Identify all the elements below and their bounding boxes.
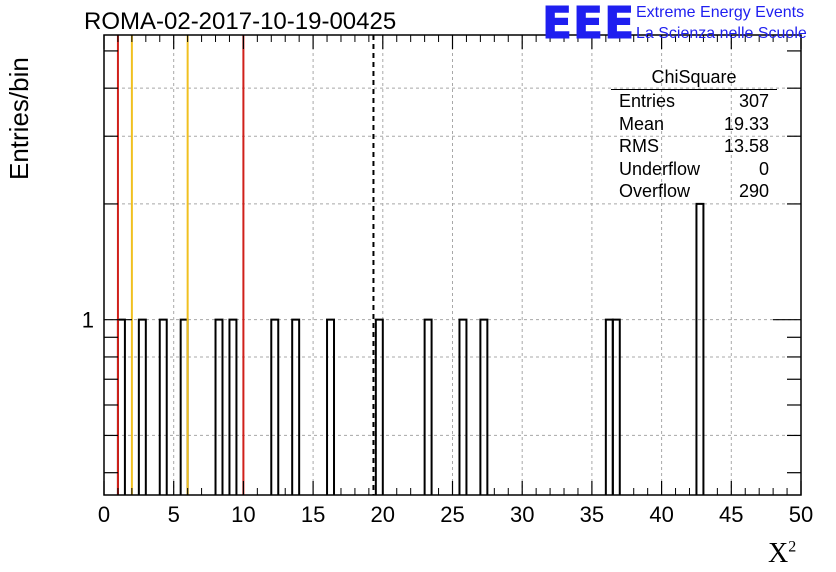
x-tick-label: 0 bbox=[98, 502, 110, 527]
eee-logo: EEE bbox=[541, 0, 636, 49]
histogram-bin bbox=[604, 318, 614, 495]
stats-row-overflow: Overflow 290 bbox=[611, 180, 777, 203]
x-axis-label-superscript: 2 bbox=[788, 538, 797, 556]
histogram-bin bbox=[116, 318, 126, 495]
stats-row-rms: RMS 13.58 bbox=[611, 135, 777, 158]
x-tick-label: 15 bbox=[301, 502, 325, 527]
x-tick-label: 45 bbox=[719, 502, 743, 527]
x-tick-label: 30 bbox=[510, 502, 534, 527]
histogram-bin bbox=[374, 318, 384, 495]
stats-row-mean: Mean 19.33 bbox=[611, 113, 777, 136]
histogram-bin bbox=[228, 318, 238, 495]
histogram-bin bbox=[458, 318, 468, 495]
marker-lines bbox=[116, 35, 375, 495]
histogram-bin bbox=[137, 318, 147, 495]
histogram-bin bbox=[179, 318, 189, 495]
x-tick-label: 50 bbox=[789, 502, 813, 527]
x-tick-label: 25 bbox=[440, 502, 464, 527]
stats-label: Underflow bbox=[619, 158, 701, 179]
stats-box: ChiSquare Entries 307 Mean 19.33 RMS 13.58 … bbox=[611, 66, 777, 203]
y-axis-label: Entries/bin bbox=[4, 57, 34, 180]
stats-row-entries: Entries 307 bbox=[611, 90, 777, 113]
histogram-bin bbox=[326, 318, 336, 495]
histogram-bin bbox=[158, 318, 168, 495]
axis-ticks bbox=[103, 35, 802, 495]
x-tick-label: 20 bbox=[371, 502, 395, 527]
y-tick-label: 1 bbox=[82, 308, 94, 333]
x-tick-label: 5 bbox=[168, 502, 180, 527]
histogram-bin bbox=[270, 318, 280, 495]
stats-value: 0 bbox=[758, 158, 769, 179]
x-tick-label: 35 bbox=[580, 502, 604, 527]
x-tick-label: 10 bbox=[231, 502, 255, 527]
histogram-bin bbox=[423, 318, 433, 495]
x-axis-label-main: X bbox=[768, 538, 789, 569]
histogram-bin bbox=[611, 318, 621, 495]
stats-value: 290 bbox=[738, 181, 769, 202]
histogram-bin bbox=[214, 318, 224, 495]
histogram-bars bbox=[116, 202, 705, 495]
stats-row-underflow: Underflow 0 bbox=[611, 158, 777, 181]
stats-title: ChiSquare bbox=[611, 66, 777, 90]
tick-labels: 0 5 10 15 20 25 30 35 40 45 50 1 bbox=[82, 308, 813, 527]
x-axis-label: X2 bbox=[768, 538, 796, 570]
histogram-bin bbox=[479, 318, 489, 495]
logo-line-2: La Scienza nelle Scuole bbox=[636, 25, 807, 42]
stats-label: RMS bbox=[619, 136, 659, 157]
x-tick-label: 40 bbox=[649, 502, 673, 527]
stats-label: Mean bbox=[619, 113, 665, 134]
stats-value: 13.58 bbox=[723, 136, 769, 157]
stats-value: 307 bbox=[738, 91, 769, 111]
stats-value: 19.33 bbox=[723, 113, 769, 134]
stats-label: Overflow bbox=[619, 181, 691, 202]
histogram-bin bbox=[291, 318, 301, 495]
logo-line-1: Extreme Energy Events bbox=[636, 4, 805, 21]
plot-title: ROMA-02-2017-10-19-00425 bbox=[84, 8, 397, 35]
histogram-bin bbox=[695, 202, 705, 495]
stats-label: Entries bbox=[619, 91, 676, 111]
